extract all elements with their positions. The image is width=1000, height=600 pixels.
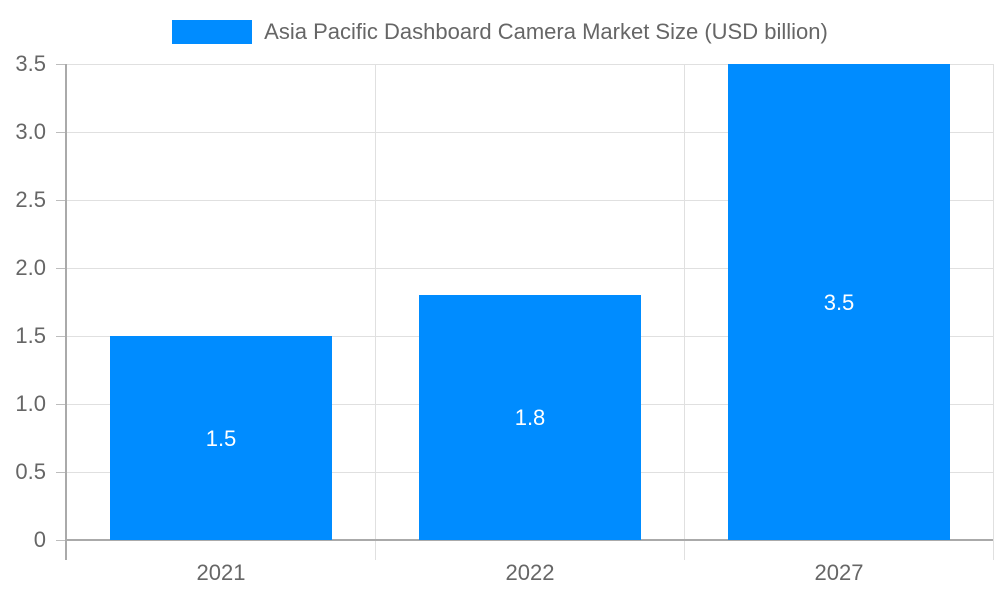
gridline-vertical	[684, 64, 685, 560]
y-tick-label: 3.5	[15, 51, 46, 76]
x-axis	[66, 539, 993, 541]
y-axis	[65, 64, 67, 560]
y-tick-label: 2.5	[15, 187, 46, 212]
y-tick-mark	[56, 132, 66, 133]
y-tick-label: 3.0	[15, 119, 46, 144]
y-tick-mark	[56, 540, 66, 541]
chart-legend: Asia Pacific Dashboard Camera Market Siz…	[0, 18, 1000, 46]
gridline-horizontal	[66, 64, 993, 65]
bar-value-label: 1.8	[514, 405, 546, 430]
legend-swatch[interactable]	[172, 20, 253, 44]
y-tick-label: 2.0	[15, 255, 46, 280]
gridline-horizontal	[66, 200, 993, 201]
x-tick-label: 2021	[196, 560, 246, 585]
y-tick-label: 1.0	[15, 391, 46, 416]
gridline-horizontal	[66, 132, 993, 133]
bar-2027[interactable]: 3.5	[728, 64, 950, 540]
y-tick-mark	[56, 336, 66, 337]
x-tick-label: 2027	[814, 560, 864, 585]
x-tick-label: 2022	[505, 560, 555, 585]
gridline-horizontal	[66, 268, 993, 269]
y-tick-label: 0.5	[15, 459, 46, 484]
legend-label: Asia Pacific Dashboard Camera Market Siz…	[264, 19, 828, 44]
bar-2021[interactable]: 1.5	[110, 336, 332, 540]
y-tick-mark	[56, 64, 66, 65]
y-tick-label: 1.5	[15, 323, 46, 348]
gridline-vertical	[375, 64, 376, 560]
y-tick-mark	[56, 200, 66, 201]
gridline-vertical	[993, 64, 994, 560]
bar-2022[interactable]: 1.8	[419, 295, 641, 540]
y-tick-label: 0	[33, 527, 46, 552]
bar-value-label: 1.5	[205, 426, 237, 451]
y-tick-mark	[56, 472, 66, 473]
bar-value-label: 3.5	[823, 290, 855, 315]
y-tick-mark	[56, 268, 66, 269]
y-tick-mark	[56, 404, 66, 405]
